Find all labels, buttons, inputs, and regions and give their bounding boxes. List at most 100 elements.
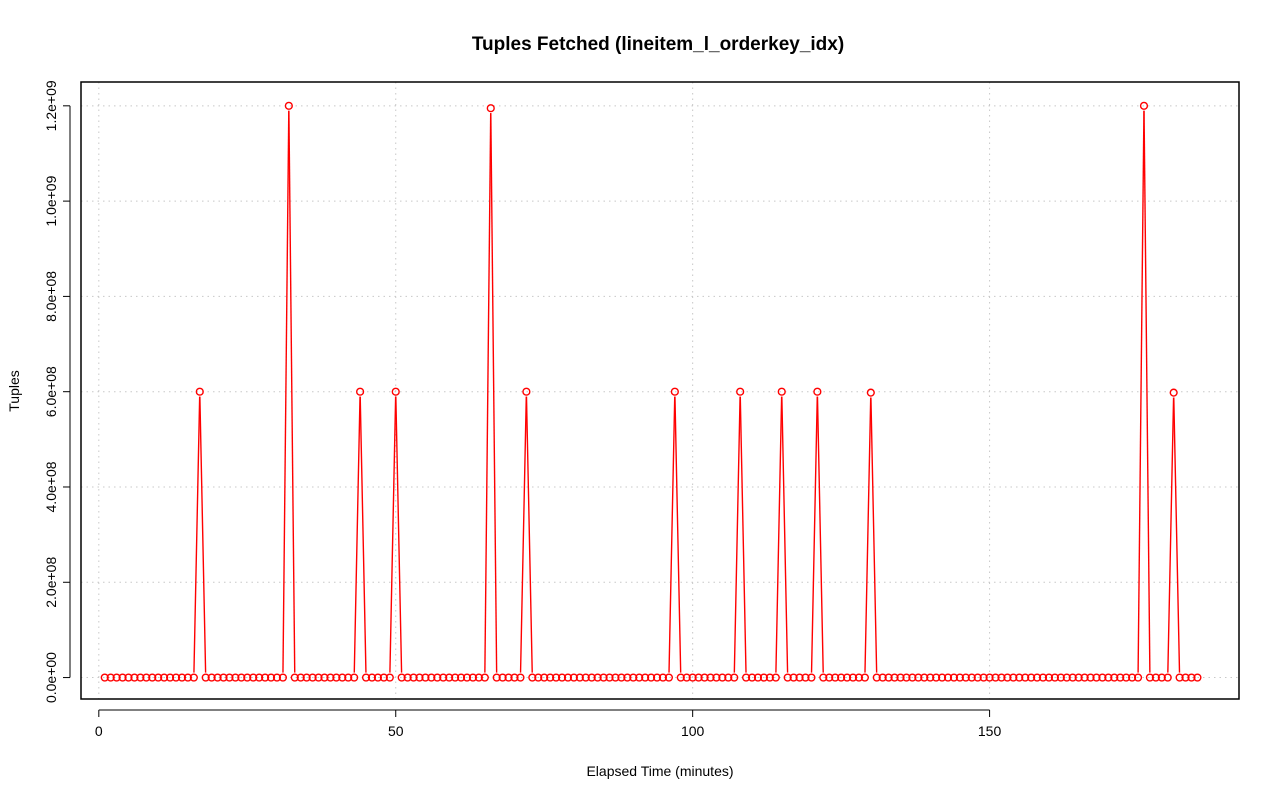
data-point [611,673,620,682]
data-point [474,673,483,682]
data-point [498,673,507,682]
y-axis-label: Tuples [6,370,22,412]
data-point [403,673,412,682]
data-point [433,673,442,682]
data-point [694,673,703,682]
data-point [795,673,804,682]
data-point [1193,673,1202,682]
data-point [908,673,917,682]
data-point [1175,673,1184,682]
y-tick-label: 6.0e+08 [43,366,59,417]
series-segment [1173,397,1181,673]
data-point [136,673,145,682]
data-point [272,673,282,682]
series-segment [389,396,397,673]
data-point [1122,673,1131,682]
data-point [777,387,786,396]
y-tick-label: 4.0e+08 [43,461,59,512]
data-point [742,673,751,682]
data-point [201,673,210,682]
data-point [860,673,869,682]
data-point [255,673,264,682]
data-point [664,673,674,682]
data-point [480,673,489,682]
data-point [260,673,270,682]
series-segment [668,396,676,673]
data-point [486,104,495,113]
data-point [1116,673,1125,682]
data-point [1133,673,1143,682]
data-point [1074,673,1083,682]
data-point [391,387,400,396]
data-point [682,673,691,682]
data-point [1128,673,1137,682]
data-point [937,673,947,682]
data-point [783,673,792,682]
data-point [617,673,626,682]
data-point [373,673,383,682]
data-point [338,673,347,682]
data-point [1080,673,1089,682]
series-segment [1143,110,1151,673]
data-point [896,673,905,682]
series-segment [816,396,824,673]
data-point [1151,673,1160,682]
data-point [979,673,988,682]
data-point [1157,673,1166,682]
data-point [688,673,697,682]
data-point [623,673,632,682]
data-point [943,673,953,682]
y-tick-label: 2.0e+08 [43,557,59,608]
data-point [825,673,834,682]
data-point [819,673,828,682]
x-axis-label: Elapsed Time (minutes) [586,763,733,779]
data-point [516,673,525,682]
data-point [884,673,893,682]
data-point [177,673,187,682]
data-point [1092,673,1101,682]
data-point [1062,673,1071,682]
data-point [165,673,175,682]
data-point [718,673,727,682]
data-point [421,673,430,682]
series-segment [775,396,783,673]
data-point [872,673,881,682]
data-point [700,673,709,682]
data-point [1021,673,1030,682]
data-point [1181,673,1190,682]
data-point [207,673,216,682]
data-point [397,673,406,682]
data-point [670,387,679,396]
data-point [1044,673,1054,682]
data-point [1187,673,1196,682]
x-tick-label: 150 [978,723,1002,739]
data-point [878,673,887,682]
data-point [415,673,424,682]
data-point [171,673,181,682]
data-point [142,673,151,682]
data-point [813,387,822,396]
data-point [546,673,555,682]
data-point [1098,673,1107,682]
data-point [967,673,976,682]
series-segment [519,396,527,673]
data-point [730,673,739,682]
x-tick-label: 100 [681,723,705,739]
data-point [148,673,157,682]
data-point [195,387,204,396]
data-point [724,673,733,682]
data-point [985,673,994,682]
data-point [848,673,858,682]
series-segment [1167,397,1175,673]
data-point [997,673,1006,682]
series-segment [193,396,201,673]
data-point [445,673,454,682]
data-point [1027,673,1036,682]
data-point [914,673,923,682]
data-point [522,387,531,396]
data-point [379,673,388,682]
data-point [1163,673,1172,682]
data-point [231,673,240,682]
x-tick-label: 0 [95,723,103,739]
data-point [1038,673,1048,682]
